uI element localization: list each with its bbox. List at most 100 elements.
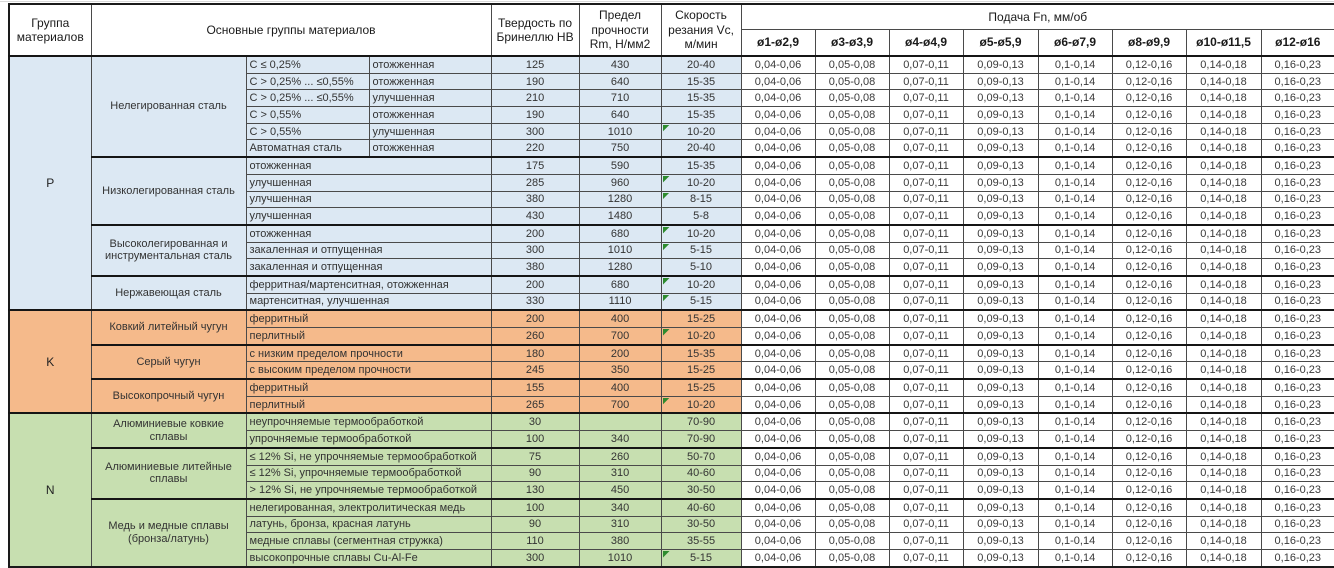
material-group-cell: Серый чугун bbox=[90, 343, 247, 380]
material-group-cell: Нелегированная сталь bbox=[90, 54, 247, 158]
feed-value-cell: 0,14-0,18 bbox=[1185, 412, 1262, 432]
strength-value-cell: 680 bbox=[578, 274, 662, 294]
strength-value-cell: 640 bbox=[578, 72, 662, 91]
feed-value-cell: 0,07-0,11 bbox=[888, 54, 964, 74]
feed-value-cell: 0,04-0,06 bbox=[740, 190, 816, 209]
feed-value-cell: 0,12-0,16 bbox=[1111, 274, 1187, 294]
feed-value-cell: 0,09-0,13 bbox=[962, 515, 1039, 534]
feed-value-cell: 0,05-0,08 bbox=[814, 122, 890, 141]
feed-value-cell: 0,1-0,14 bbox=[1037, 430, 1113, 449]
speed-value-cell: 15-35 bbox=[660, 72, 742, 91]
feed-value-cell: 0,12-0,16 bbox=[1111, 548, 1187, 568]
hardness-value-cell: 75 bbox=[490, 446, 580, 466]
feed-value-cell: 0,04-0,06 bbox=[740, 223, 816, 243]
material-spec-cell: ферритная/мартенситная, отожженная bbox=[245, 274, 492, 294]
feed-value-cell: 0,04-0,06 bbox=[740, 156, 816, 175]
table-body: P Нелегированная сталь C ≤ 0,25% отожженная… bbox=[8, 54, 1334, 568]
strength-value-cell: 400 bbox=[578, 309, 662, 329]
condition-cell: отожженная bbox=[368, 106, 492, 124]
feed-value-cell: 0,14-0,18 bbox=[1185, 326, 1262, 346]
feed-value-cell: 0,16-0,23 bbox=[1260, 548, 1334, 568]
feed-value-cell: 0,12-0,16 bbox=[1111, 156, 1187, 175]
header-main-material-groups: Основные группы материалов bbox=[90, 3, 492, 57]
feed-value-cell: 0,1-0,14 bbox=[1037, 378, 1113, 397]
feed-value-cell: 0,14-0,18 bbox=[1185, 532, 1262, 550]
material-group-cell: Алюминиевые литейные сплавы bbox=[90, 446, 247, 500]
feed-value-cell: 0,1-0,14 bbox=[1037, 241, 1113, 260]
feed-value-cell: 0,1-0,14 bbox=[1037, 395, 1113, 414]
hardness-value-cell: 245 bbox=[490, 361, 580, 380]
feed-value-cell: 0,1-0,14 bbox=[1037, 258, 1113, 277]
strength-value-cell: 710 bbox=[578, 89, 662, 108]
feed-value-cell: 0,14-0,18 bbox=[1185, 343, 1262, 363]
cell-flag-triangle-icon bbox=[662, 550, 670, 558]
strength-value-cell: 200 bbox=[578, 343, 662, 363]
feed-value-cell: 0,1-0,14 bbox=[1037, 173, 1113, 192]
feed-value-cell: 0,16-0,23 bbox=[1260, 446, 1334, 466]
feed-value-cell: 0,07-0,11 bbox=[888, 258, 964, 277]
feed-value-cell: 0,12-0,16 bbox=[1111, 361, 1187, 380]
table-row: Алюминиевые литейные сплавы ≤ 12% Si, не … bbox=[9, 446, 1334, 500]
speed-value-cell: 15-35 bbox=[660, 106, 742, 124]
feed-value-cell: 0,04-0,06 bbox=[740, 548, 816, 568]
feed-value-cell: 0,07-0,11 bbox=[888, 326, 964, 346]
material-group-cell: Низколегированная сталь bbox=[90, 156, 247, 226]
strength-value-cell: 680 bbox=[578, 223, 662, 243]
feed-value-cell: 0,1-0,14 bbox=[1037, 54, 1113, 74]
speed-value-cell: 5-15 bbox=[660, 548, 742, 568]
group-code-cell: P bbox=[8, 54, 92, 311]
feed-value-cell: 0,14-0,18 bbox=[1185, 241, 1262, 260]
feed-value-cell: 0,07-0,11 bbox=[888, 156, 964, 175]
feed-value-cell: 0,1-0,14 bbox=[1037, 326, 1113, 346]
feed-value-cell: 0,16-0,23 bbox=[1260, 464, 1334, 483]
header-material-group: Группа материалов bbox=[8, 3, 92, 57]
group-code-cell: N bbox=[8, 412, 92, 568]
hardness-value-cell: 380 bbox=[490, 258, 580, 277]
feed-value-cell: 0,07-0,11 bbox=[888, 89, 964, 108]
feed-value-cell: 0,16-0,23 bbox=[1260, 497, 1334, 517]
feed-value-cell: 0,12-0,16 bbox=[1111, 497, 1187, 517]
hardness-value-cell: 265 bbox=[490, 395, 580, 414]
material-spec-cell: C > 0,55% bbox=[245, 106, 370, 124]
feed-value-cell: 0,12-0,16 bbox=[1111, 54, 1187, 74]
feed-value-cell: 0,09-0,13 bbox=[962, 309, 1039, 329]
material-spec-cell: > 12% Si, не упрочняемые термообработкой bbox=[245, 481, 492, 500]
feed-value-cell: 0,14-0,18 bbox=[1185, 274, 1262, 294]
material-spec-cell: C ≤ 0,25% bbox=[245, 54, 370, 74]
feed-value-cell: 0,07-0,11 bbox=[888, 173, 964, 192]
feed-value-cell: 0,05-0,08 bbox=[814, 395, 890, 414]
hardness-value-cell: 430 bbox=[490, 207, 580, 226]
feed-value-cell: 0,14-0,18 bbox=[1185, 395, 1262, 414]
table-row: Нержавеющая сталь ферритная/мартенситная,… bbox=[9, 274, 1334, 311]
header-diameter-range: ø8-ø9,9 bbox=[1111, 28, 1187, 57]
group-code-cell: K bbox=[8, 309, 92, 414]
feed-value-cell: 0,14-0,18 bbox=[1185, 156, 1262, 175]
material-spec-cell: C > 0,25% ... ≤0,55% bbox=[245, 72, 370, 91]
table-row: C > 0,55% улучшенная 300 1010 10-20 0,04-0,06… bbox=[9, 122, 1334, 141]
feed-value-cell: 0,07-0,11 bbox=[888, 481, 964, 500]
table-row: улучшенная 285 960 10-20 0,04-0,06 0,05-0,08 0… bbox=[9, 173, 1334, 192]
feed-value-cell: 0,16-0,23 bbox=[1260, 309, 1334, 329]
header-diameter-range: ø10-ø11,5 bbox=[1185, 28, 1262, 57]
feed-value-cell: 0,05-0,08 bbox=[814, 446, 890, 466]
feed-value-cell: 0,04-0,06 bbox=[740, 274, 816, 294]
feed-value-cell: 0,12-0,16 bbox=[1111, 412, 1187, 432]
header-diameter-range: ø6-ø7,9 bbox=[1037, 28, 1113, 57]
feed-value-cell: 0,16-0,23 bbox=[1260, 207, 1334, 226]
feed-value-cell: 0,05-0,08 bbox=[814, 190, 890, 209]
feed-value-cell: 0,1-0,14 bbox=[1037, 89, 1113, 108]
table-row: Высоколегированная и инструментальная ст… bbox=[9, 223, 1334, 277]
feed-value-cell: 0,09-0,13 bbox=[962, 532, 1039, 550]
feed-value-cell: 0,14-0,18 bbox=[1185, 464, 1262, 483]
feed-value-cell: 0,14-0,18 bbox=[1185, 122, 1262, 141]
feed-value-cell: 0,12-0,16 bbox=[1111, 173, 1187, 192]
hardness-value-cell: 260 bbox=[490, 326, 580, 346]
machining-data-table: Группа материалов Основные группы матери… bbox=[8, 3, 1334, 568]
speed-value-cell: 10-20 bbox=[660, 395, 742, 414]
material-group-cell: Медь и медные сплавы (бронза/латунь) bbox=[90, 497, 247, 568]
material-spec-cell: отожженная bbox=[245, 156, 492, 175]
feed-value-cell: 0,12-0,16 bbox=[1111, 122, 1187, 141]
feed-value-cell: 0,09-0,13 bbox=[962, 173, 1039, 192]
feed-value-cell: 0,05-0,08 bbox=[814, 481, 890, 500]
feed-value-cell: 0,07-0,11 bbox=[888, 241, 964, 260]
